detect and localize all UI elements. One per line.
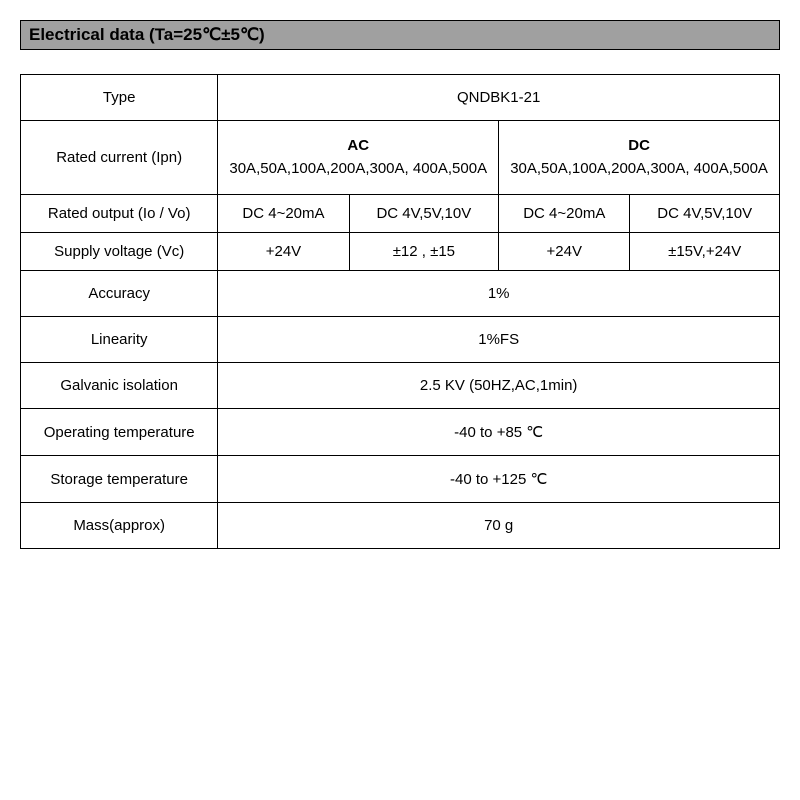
output-ac1: DC 4~20mA [218,195,349,233]
output-ac2: DC 4V,5V,10V [349,195,499,233]
rated-output-label: Rated output (Io / Vo) [21,195,218,233]
supply-ac2: ±12 , ±15 [349,233,499,271]
dc-values: 30A,50A,100A,200A,300A, 400A,500A [510,160,768,177]
table-row: Linearity 1%FS [21,317,780,363]
supply-dc2: ±15V,+24V [630,233,780,271]
table-row: Accuracy 1% [21,271,780,317]
table-row: Storage temperature -40 to +125 ℃ [21,456,780,503]
table-row: Rated current (Ipn) AC 30A,50A,100A,200A… [21,121,780,195]
mass-label: Mass(approx) [21,503,218,549]
supply-dc1: +24V [499,233,630,271]
table-row: Supply voltage (Vc) +24V ±12 , ±15 +24V … [21,233,780,271]
supply-ac1: +24V [218,233,349,271]
accuracy-value: 1% [218,271,780,317]
accuracy-label: Accuracy [21,271,218,317]
galvanic-label: Galvanic isolation [21,363,218,409]
op-temp-value: -40 to +85 ℃ [218,409,780,456]
table-row: Galvanic isolation 2.5 KV (50HZ,AC,1min) [21,363,780,409]
ac-cell: AC 30A,50A,100A,200A,300A, 400A,500A [218,121,499,195]
table-row: Type QNDBK1-21 [21,75,780,121]
type-value: QNDBK1-21 [218,75,780,121]
dc-cell: DC 30A,50A,100A,200A,300A, 400A,500A [499,121,780,195]
op-temp-label: Operating temperature [21,409,218,456]
supply-label: Supply voltage (Vc) [21,233,218,271]
linearity-label: Linearity [21,317,218,363]
st-temp-label: Storage temperature [21,456,218,503]
st-temp-value: -40 to +125 ℃ [218,456,780,503]
spec-table: Type QNDBK1-21 Rated current (Ipn) AC 30… [20,74,780,549]
linearity-value: 1%FS [218,317,780,363]
rated-current-label: Rated current (Ipn) [21,121,218,195]
type-label: Type [21,75,218,121]
output-dc1: DC 4~20mA [499,195,630,233]
dc-header: DC [628,137,650,154]
table-row: Operating temperature -40 to +85 ℃ [21,409,780,456]
ac-values: 30A,50A,100A,200A,300A, 400A,500A [229,160,487,177]
output-dc2: DC 4V,5V,10V [630,195,780,233]
section-header: Electrical data (Ta=25℃±5℃) [20,20,780,50]
mass-value: 70 g [218,503,780,549]
table-row: Rated output (Io / Vo) DC 4~20mA DC 4V,5… [21,195,780,233]
table-row: Mass(approx) 70 g [21,503,780,549]
ac-header: AC [347,137,369,154]
galvanic-value: 2.5 KV (50HZ,AC,1min) [218,363,780,409]
